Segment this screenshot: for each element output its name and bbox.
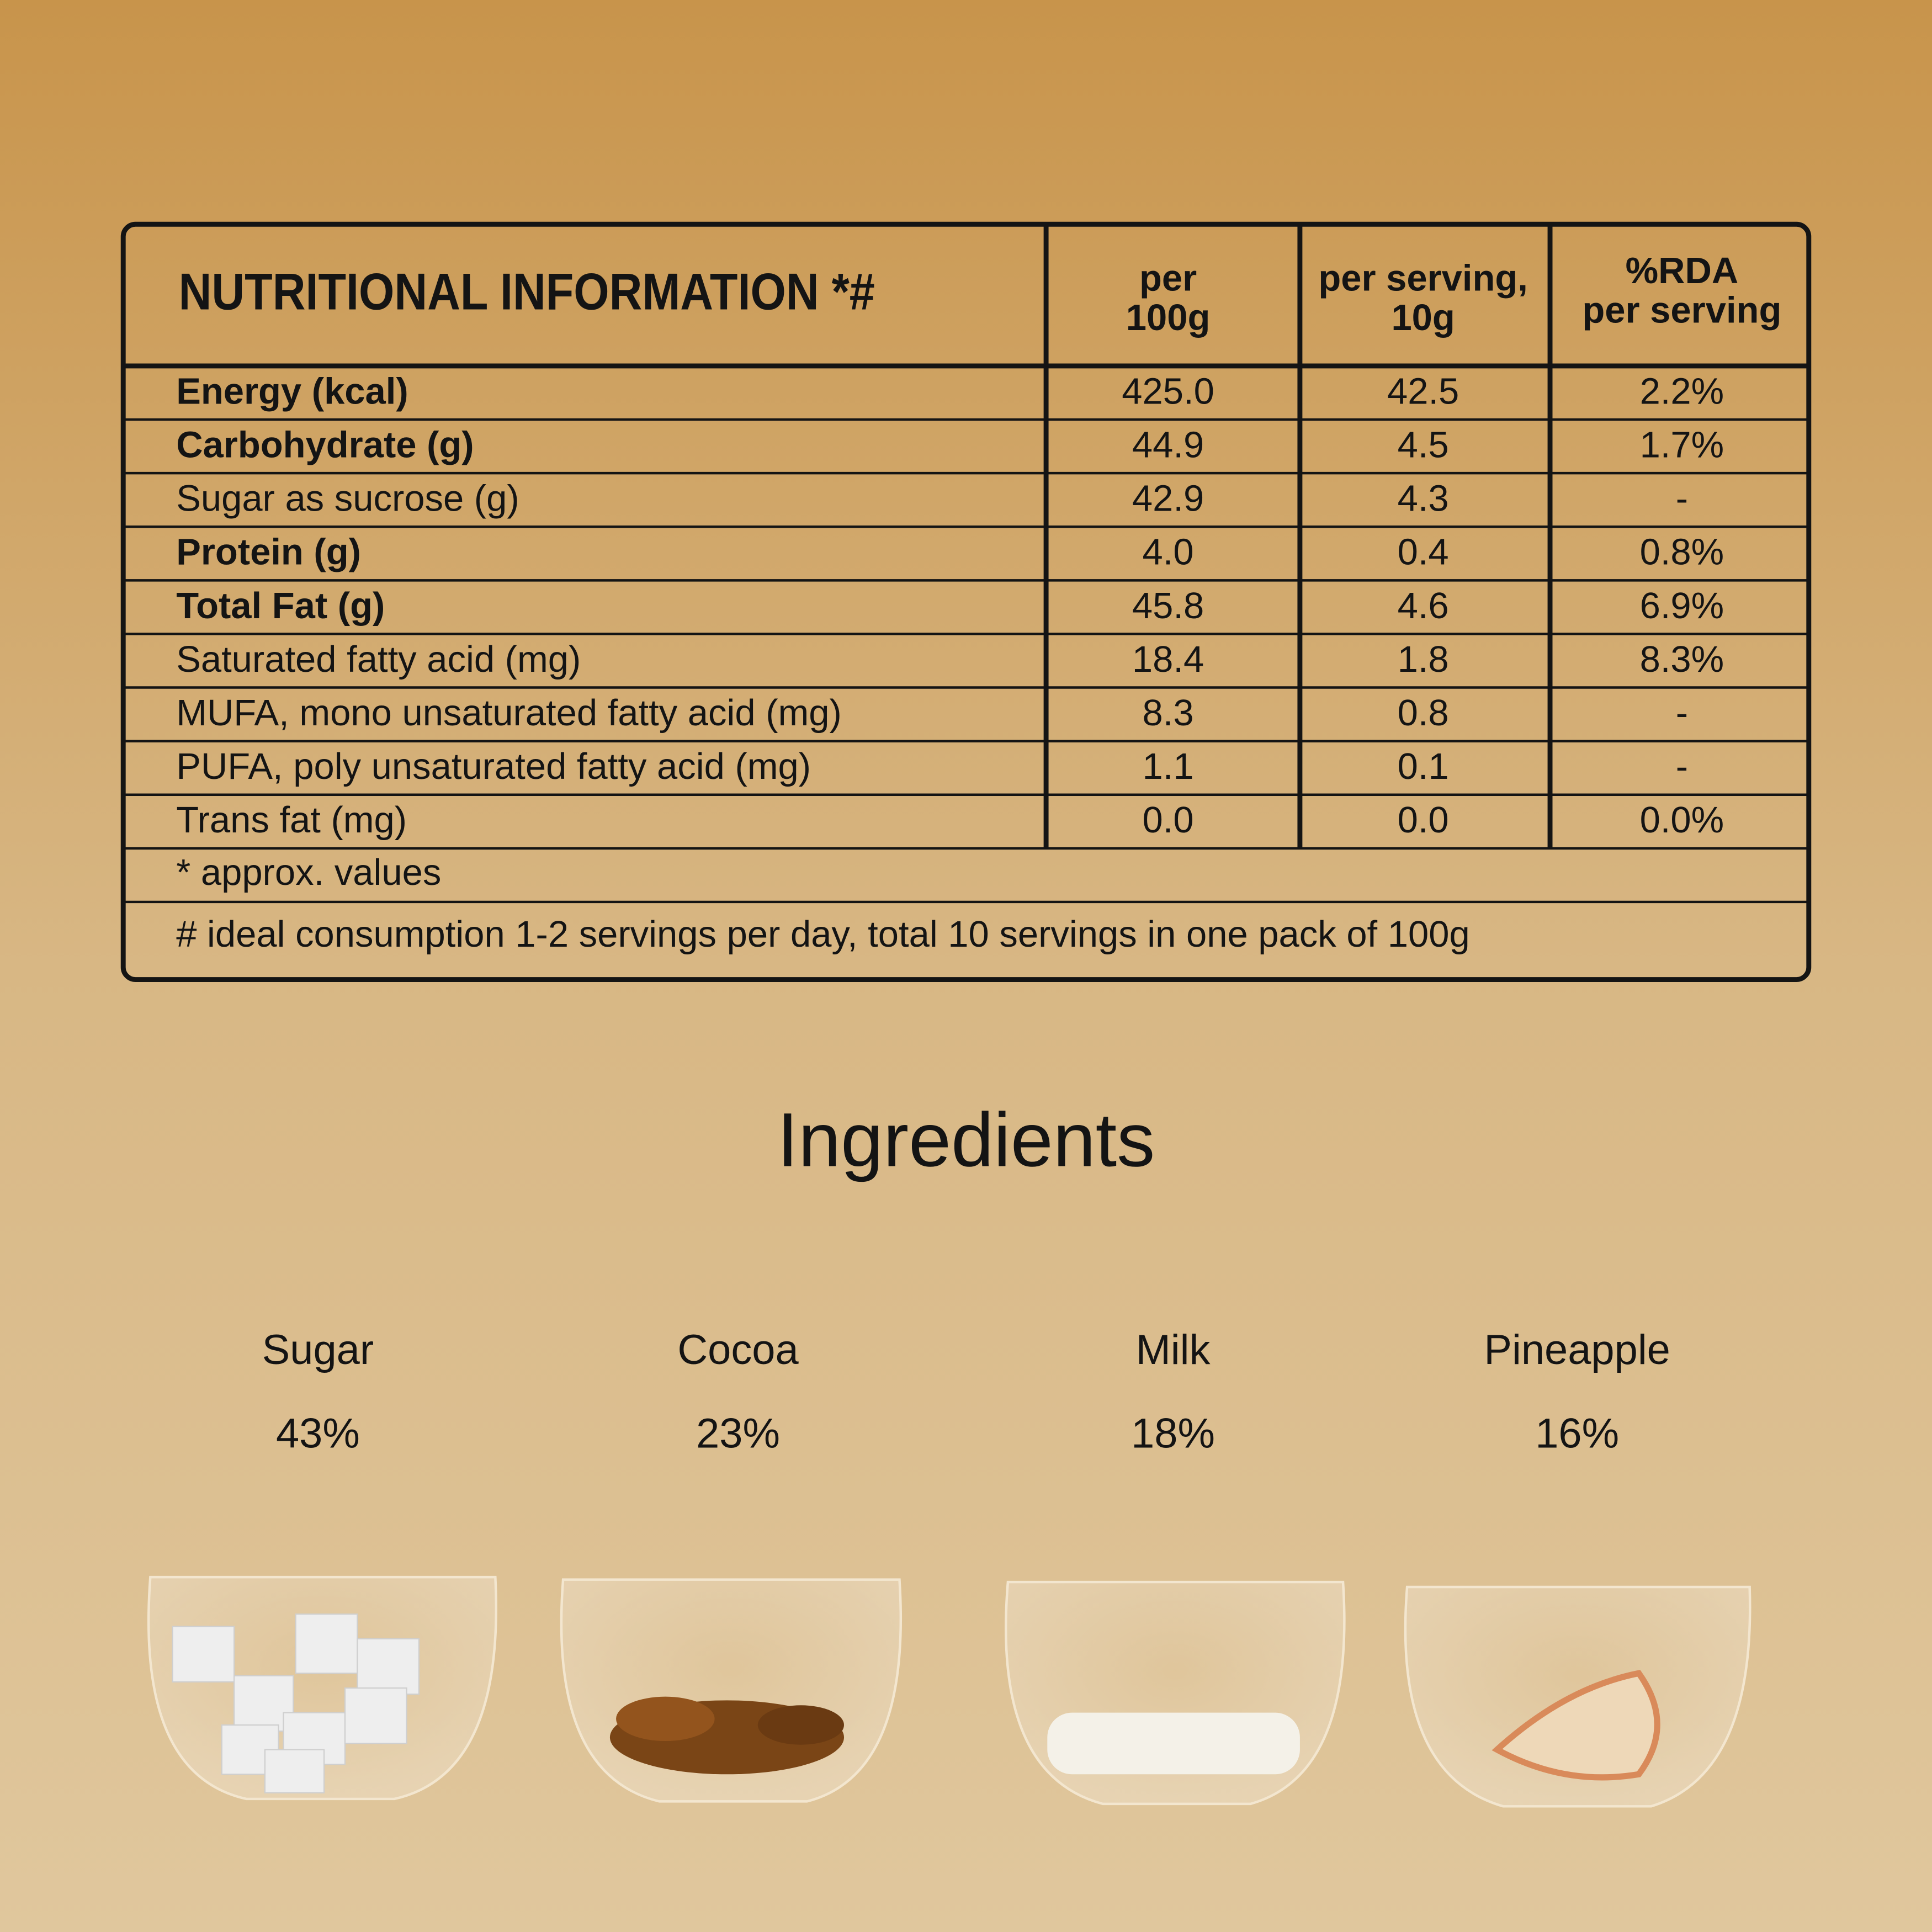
cell-value: 0.8 — [1398, 692, 1449, 734]
row-label: Total Fat (g) — [176, 585, 385, 627]
cell-value: 425.0 — [1122, 370, 1214, 412]
row-label: Sugar as sucrose (g) — [176, 478, 519, 519]
column-header: per serving, — [1318, 258, 1528, 299]
row-label: Saturated fatty acid (mg) — [176, 639, 581, 680]
table-title: NUTRITIONAL INFORMATION *# — [179, 262, 875, 320]
cell-value: 42.9 — [1132, 478, 1204, 519]
sugar-bowl — [147, 1575, 498, 1801]
cell-value: 0.4 — [1398, 532, 1449, 573]
pineapple-bowl — [1404, 1585, 1751, 1808]
ingredient-name: Cocoa — [677, 1326, 799, 1373]
row-label: Carbohydrate (g) — [176, 424, 474, 466]
column-header: 100g — [1126, 297, 1211, 338]
table-border — [120, 221, 1812, 983]
ingredient-share: 18% — [1131, 1410, 1215, 1457]
column-header: 10g — [1391, 297, 1455, 338]
row-label: Trans fat (mg) — [176, 799, 407, 841]
cell-value: 4.5 — [1398, 424, 1449, 466]
bowls — [147, 1575, 1751, 1808]
row-label: Energy (kcal) — [176, 370, 408, 412]
cell-value: 45.8 — [1132, 585, 1204, 627]
ingredient-name: Milk — [1136, 1326, 1211, 1373]
cell-value: 4.3 — [1398, 478, 1449, 519]
cell-value: 8.3 — [1143, 692, 1194, 734]
cell-value: 42.5 — [1387, 370, 1459, 412]
ingredient-share: 43% — [276, 1410, 360, 1457]
ingredient-share: 16% — [1535, 1410, 1619, 1457]
ingredient-name: Sugar — [262, 1326, 374, 1373]
cell-value: 0.0% — [1640, 799, 1724, 841]
cell-value: 4.0 — [1143, 532, 1194, 573]
milk-bowl — [1005, 1580, 1346, 1806]
cell-value: 6.9% — [1640, 585, 1724, 627]
table-note: # ideal consumption 1-2 servings per day… — [176, 914, 1470, 955]
cell-value: 0.0 — [1143, 799, 1194, 841]
cell-value: 0.1 — [1398, 746, 1449, 787]
column-header: per — [1139, 258, 1197, 299]
cell-value: 2.2% — [1640, 370, 1724, 412]
ingredient-share: 23% — [696, 1410, 780, 1457]
cell-value: 18.4 — [1132, 639, 1204, 680]
row-label: PUFA, poly unsaturated fatty acid (mg) — [176, 746, 811, 787]
ingredients-title: Ingredients — [777, 1097, 1155, 1182]
cell-value: - — [1676, 746, 1688, 787]
cell-value: 1.8 — [1398, 639, 1449, 680]
table-note: * approx. values — [176, 852, 441, 893]
ingredients: Ingredients Sugar 43% Cocoa 23% Milk 18% Pinea… — [262, 1097, 1670, 1457]
cell-value: 8.3% — [1640, 639, 1724, 680]
cell-value: 0.8% — [1640, 532, 1724, 573]
cocoa-bowl — [560, 1578, 902, 1803]
cell-value: 44.9 — [1132, 424, 1204, 466]
column-header: %RDA — [1626, 250, 1739, 291]
cell-value: 0.0 — [1398, 799, 1449, 841]
cell-value: 1.1 — [1143, 746, 1194, 787]
column-header: per serving — [1582, 290, 1781, 331]
ingredient-name: Pineapple — [1484, 1326, 1670, 1373]
cell-value: 1.7% — [1640, 424, 1724, 466]
row-label: MUFA, mono unsaturated fatty acid (mg) — [176, 692, 842, 734]
cell-value: 4.6 — [1398, 585, 1449, 627]
cell-value: - — [1676, 478, 1688, 519]
row-label: Protein (g) — [176, 532, 361, 573]
cell-value: - — [1676, 692, 1688, 734]
